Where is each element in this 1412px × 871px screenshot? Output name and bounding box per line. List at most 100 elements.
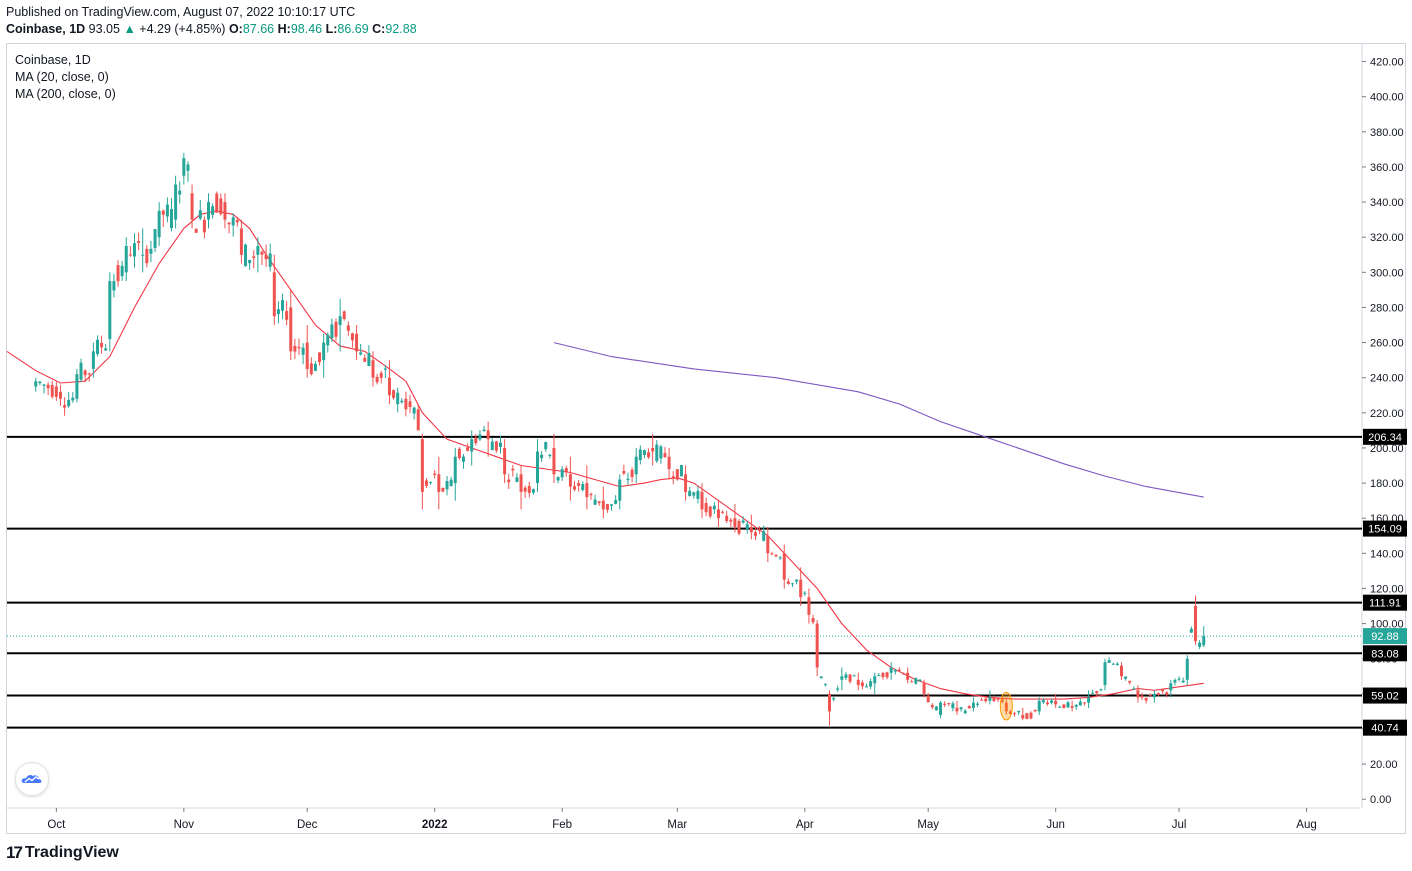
candle[interactable] <box>926 693 930 703</box>
candle[interactable] <box>424 478 428 489</box>
candle[interactable] <box>318 352 322 366</box>
candle[interactable] <box>692 491 696 499</box>
candle[interactable] <box>1119 662 1123 680</box>
candle[interactable] <box>124 237 128 282</box>
candle[interactable] <box>988 690 992 705</box>
candle[interactable] <box>523 485 527 498</box>
candle[interactable] <box>564 465 568 477</box>
candle[interactable] <box>412 406 416 420</box>
candle[interactable] <box>108 272 112 352</box>
candle[interactable] <box>54 381 58 402</box>
candle[interactable] <box>651 433 655 466</box>
candle[interactable] <box>186 161 190 182</box>
candle[interactable] <box>618 474 622 510</box>
candle[interactable] <box>1058 705 1062 708</box>
candle[interactable] <box>918 678 922 682</box>
candle[interactable] <box>470 430 474 466</box>
candle[interactable] <box>737 519 741 536</box>
candle[interactable] <box>178 181 182 204</box>
candle[interactable] <box>1013 711 1017 717</box>
candle[interactable] <box>507 473 511 489</box>
candle[interactable] <box>392 389 396 400</box>
candle[interactable] <box>1169 679 1173 698</box>
candle[interactable] <box>342 310 346 321</box>
candle[interactable] <box>610 504 614 511</box>
candle[interactable] <box>951 701 955 712</box>
candle[interactable] <box>675 469 679 481</box>
candle[interactable] <box>663 447 667 458</box>
candle[interactable] <box>293 338 297 359</box>
candle[interactable] <box>461 454 465 469</box>
candle[interactable] <box>585 465 589 510</box>
candle[interactable] <box>642 449 646 459</box>
candle[interactable] <box>729 517 733 528</box>
candle[interactable] <box>91 342 95 378</box>
candle[interactable] <box>1161 688 1165 694</box>
candle[interactable] <box>836 685 840 693</box>
candle[interactable] <box>614 495 618 505</box>
candle[interactable] <box>963 708 967 715</box>
candle[interactable] <box>827 690 831 726</box>
candle[interactable] <box>531 488 535 495</box>
candle[interactable] <box>799 567 803 607</box>
candle[interactable] <box>996 698 1000 703</box>
candle[interactable] <box>786 578 790 585</box>
candle[interactable] <box>1115 662 1119 666</box>
candle[interactable] <box>387 360 391 405</box>
candle[interactable] <box>503 439 507 484</box>
candle[interactable] <box>453 447 457 501</box>
candle[interactable] <box>1037 697 1041 715</box>
candle[interactable] <box>733 504 737 533</box>
candle[interactable] <box>34 377 38 392</box>
candle[interactable] <box>1181 677 1185 683</box>
candle[interactable] <box>1025 712 1029 720</box>
candle[interactable] <box>1078 698 1082 706</box>
candle[interactable] <box>1045 700 1049 706</box>
candle[interactable] <box>947 702 951 707</box>
candle[interactable] <box>671 471 675 485</box>
candle[interactable] <box>1082 702 1086 706</box>
candle[interactable] <box>560 466 564 481</box>
candle[interactable] <box>457 447 461 460</box>
candle[interactable] <box>741 516 745 524</box>
candle[interactable] <box>38 380 42 386</box>
candle[interactable] <box>844 672 848 681</box>
candle[interactable] <box>383 365 387 379</box>
candle[interactable] <box>745 521 749 534</box>
candle[interactable] <box>811 614 815 625</box>
candle[interactable] <box>281 293 285 320</box>
candle[interactable] <box>605 503 609 513</box>
candle[interactable] <box>766 526 770 563</box>
candle[interactable] <box>87 372 91 382</box>
candle[interactable] <box>634 447 638 484</box>
candle[interactable] <box>873 672 877 694</box>
candle[interactable] <box>1173 678 1177 686</box>
candle[interactable] <box>1033 709 1037 713</box>
candle[interactable] <box>758 525 762 535</box>
candle[interactable] <box>182 152 186 185</box>
candle[interactable] <box>902 672 906 675</box>
candle[interactable] <box>235 216 239 227</box>
candle[interactable] <box>1054 693 1058 708</box>
candle[interactable] <box>1029 711 1033 720</box>
candle[interactable] <box>515 473 519 483</box>
candle[interactable] <box>207 193 211 229</box>
candle[interactable] <box>120 260 124 281</box>
candle[interactable] <box>790 582 794 588</box>
candle[interactable] <box>322 333 326 378</box>
candle[interactable] <box>1103 658 1107 691</box>
candle[interactable] <box>967 705 971 709</box>
candle[interactable] <box>971 697 975 712</box>
candle[interactable] <box>1041 698 1045 704</box>
candle[interactable] <box>252 250 256 269</box>
candle[interactable] <box>573 481 577 492</box>
candle[interactable] <box>260 250 264 265</box>
candle[interactable] <box>1185 655 1189 686</box>
candle[interactable] <box>684 465 688 501</box>
candle[interactable] <box>301 343 305 365</box>
candle[interactable] <box>581 481 585 492</box>
candle[interactable] <box>289 289 293 361</box>
candle[interactable] <box>679 464 683 477</box>
candle[interactable] <box>367 345 371 367</box>
